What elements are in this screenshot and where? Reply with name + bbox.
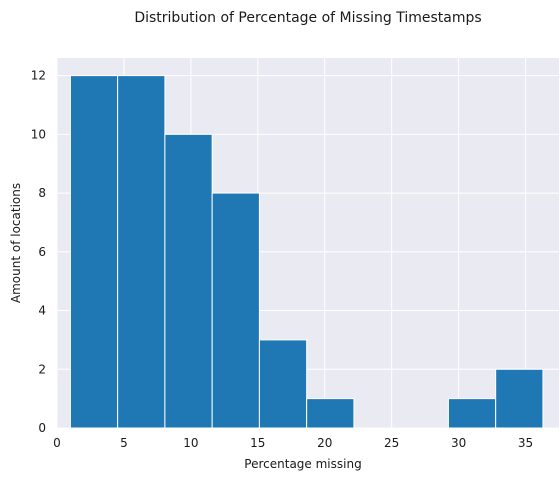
histogram-bar-3 bbox=[211, 192, 260, 429]
x-axis-label: Percentage missing bbox=[244, 457, 361, 471]
histogram-bar-5 bbox=[306, 398, 355, 429]
x-tick-label: 15 bbox=[250, 436, 265, 450]
histogram-bar-4 bbox=[258, 339, 308, 429]
histogram-bar-9 bbox=[495, 368, 544, 429]
chart-title: Distribution of Percentage of Missing Ti… bbox=[134, 10, 481, 26]
x-tick-label: 25 bbox=[384, 436, 399, 450]
y-axis-ticks: 0 2 4 6 8 10 12 bbox=[31, 69, 46, 435]
y-axis-label: Amount of locations bbox=[9, 183, 23, 303]
x-axis-ticks: 0 5 10 15 20 25 30 35 bbox=[53, 436, 533, 450]
y-tick-label: 8 bbox=[38, 186, 46, 200]
x-tick-label: 20 bbox=[317, 436, 332, 450]
histogram-bars bbox=[69, 75, 544, 429]
y-tick-label: 0 bbox=[38, 421, 46, 435]
y-tick-label: 4 bbox=[38, 304, 46, 318]
y-tick-label: 10 bbox=[31, 127, 46, 141]
y-tick-label: 6 bbox=[38, 245, 46, 259]
y-tick-label: 2 bbox=[38, 362, 46, 376]
histogram-bar-1 bbox=[117, 75, 166, 429]
histogram-bar-2 bbox=[164, 133, 213, 429]
y-tick-label: 12 bbox=[31, 69, 46, 83]
x-tick-label: 30 bbox=[451, 436, 466, 450]
x-tick-label: 35 bbox=[518, 436, 533, 450]
x-tick-label: 0 bbox=[53, 436, 61, 450]
histogram-bar-0 bbox=[69, 75, 119, 429]
x-tick-label: 10 bbox=[183, 436, 198, 450]
histogram-bar-8 bbox=[447, 398, 497, 429]
x-tick-label: 5 bbox=[120, 436, 128, 450]
